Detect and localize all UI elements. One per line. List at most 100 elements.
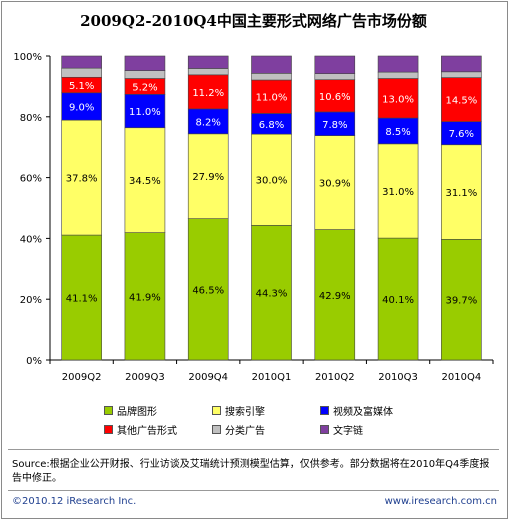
data-label: 30.9% [319,179,351,190]
y-tick-label: 0% [26,356,42,367]
data-label: 31.1% [445,188,477,199]
bar-segment [377,143,419,239]
legend-item-search-engine: 搜索引擎 [212,403,265,418]
data-label: 11.0% [256,93,288,104]
data-label: 7.8% [322,120,347,131]
data-label: 11.0% [129,107,161,118]
bar-segment [314,73,356,81]
source-divider-bottom [8,490,499,491]
bar-segment [251,79,292,114]
bar-segment [251,55,292,74]
bar-segment [61,234,102,361]
y-tick-label: 80% [20,113,42,124]
bar-segment [187,108,229,135]
data-label: 40.1% [382,295,414,306]
legend-label-brand-graphics: 品牌图形 [117,407,157,418]
x-tick-label: 2010Q3 [378,372,418,383]
bar-segment [251,73,292,81]
bar-segment [251,225,292,361]
y-tick-label: 40% [20,234,42,245]
bar-segment [441,144,482,240]
data-label: 10.6% [319,92,351,103]
x-tick-label: 2009Q2 [62,372,102,383]
legend-swatch-other-ad-forms [104,425,113,434]
x-tick-label: 2009Q3 [125,372,165,383]
copyright-text: ©2010.12 iResearch Inc. [12,496,137,507]
legend-label-search-engine: 搜索引擎 [225,407,265,418]
bar-segment [61,55,102,69]
legend-item-classified-ads: 分类广告 [212,422,265,437]
bar-segment [124,232,166,361]
bar-segment [61,119,102,236]
legend-item-brand-graphics: 品牌图形 [104,403,157,418]
data-label: 8.5% [385,127,410,138]
legend-item-text-links: 文字链 [320,422,363,437]
data-label: 5.2% [132,82,157,93]
data-label: 39.7% [445,296,477,307]
data-label: 6.8% [259,120,284,131]
bar-segment [187,133,229,219]
bar-segment [124,127,166,233]
bar-segment [187,74,229,110]
bar-segment [314,55,356,74]
stacked-bar-chart: 0% 20% 40% 60% 80% 100% 41.1% 37.8% 9.0% 5.1% 2009… [13,52,494,383]
bar-segment [377,55,419,73]
y-tick-label: 100% [13,52,42,63]
bar-segment [187,218,229,361]
bar-segment [251,133,292,226]
bar-segment [377,237,419,361]
legend-item-other-ad-forms: 其他广告形式 [104,422,177,437]
bar-segment [441,77,482,122]
legend-label-other-ad-forms: 其他广告形式 [117,426,177,437]
data-label: 11.2% [192,88,224,99]
data-label: 41.9% [129,292,161,303]
data-label: 9.0% [69,102,94,113]
legend-swatch-brand-graphics [104,406,113,415]
data-label: 31.0% [382,187,414,198]
bar-segment [124,70,166,79]
bar-segment [441,239,482,361]
x-tick-label: 2010Q1 [252,372,292,383]
y-tick-label: 20% [20,295,42,306]
bar-segment [377,78,419,119]
data-label: 37.8% [66,174,98,185]
bar-segment [61,92,102,121]
bar-segment [61,67,102,78]
data-label: 44.3% [256,289,288,300]
data-label: 5.1% [69,81,94,92]
bar-segment [314,229,356,361]
y-tick-label: 60% [20,174,42,185]
data-label: 30.0% [256,176,288,187]
bar-segment [187,55,229,69]
bar-segment [441,55,482,73]
legend-label-video-rich-media: 视频及富媒体 [333,407,393,418]
data-label: 46.5% [192,285,224,296]
legend-item-video-rich-media: 视频及富媒体 [320,403,393,418]
source-divider-top [8,449,499,450]
data-label: 42.9% [319,291,351,302]
legend-swatch-search-engine [212,406,221,415]
x-tick-label: 2010Q4 [442,372,482,383]
x-tick-label: 2009Q4 [188,372,228,383]
bar-segment [124,55,166,71]
bar-segment [377,71,419,79]
data-label: 13.0% [382,94,414,105]
website-link[interactable]: www.iresearch.com.cn [384,496,497,507]
data-label: 27.9% [192,172,224,183]
source-note: Source:根据企业公开财报、行业访谈及艾瑞统计预测模型估算，仅供参考。部分数… [12,459,490,484]
data-label: 14.5% [445,96,477,107]
data-label: 34.5% [129,176,161,187]
bar-segment [314,135,356,230]
legend-swatch-video-rich-media [320,406,329,415]
data-label: 8.2% [196,117,221,128]
data-label: 7.6% [449,129,474,140]
legend-label-classified-ads: 分类广告 [225,426,265,437]
x-tick-label: 2010Q2 [315,372,355,383]
bar-segment [441,71,482,78]
bar-segment [377,117,419,145]
legend-swatch-text-links [320,425,329,434]
chart-title: 2009Q2-2010Q4中国主要形式网络广告市场份额 [80,12,427,30]
bar-segment [187,68,229,76]
legend-label-text-links: 文字链 [333,426,363,437]
legend-swatch-classified-ads [212,425,221,434]
